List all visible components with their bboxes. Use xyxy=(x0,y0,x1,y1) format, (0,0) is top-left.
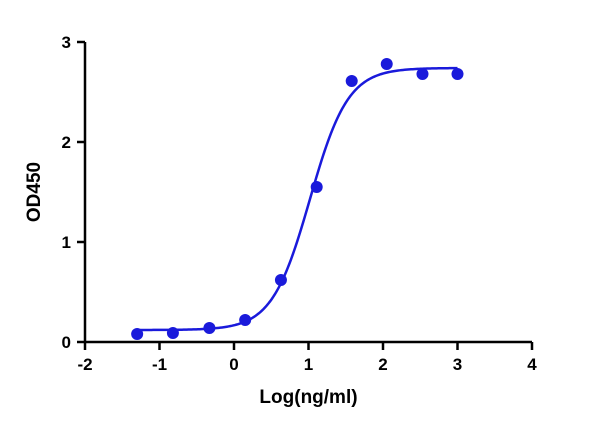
data-point xyxy=(310,181,323,193)
x-tick-label: -1 xyxy=(152,355,167,374)
x-tick-label: 2 xyxy=(378,355,387,374)
ticks: -2 -1 0 1 2 3 4 0 1 2 3 xyxy=(62,33,538,374)
data-points xyxy=(131,58,464,340)
x-tick-label: 1 xyxy=(304,355,313,374)
y-tick-label: 1 xyxy=(62,233,71,252)
y-axis-title: OD450 xyxy=(24,162,45,222)
data-point xyxy=(416,68,429,80)
y-tick-label: 3 xyxy=(62,33,71,52)
data-point xyxy=(131,328,144,340)
fit-curve-layer xyxy=(137,66,458,332)
y-tick-label: 2 xyxy=(62,133,71,152)
data-point xyxy=(380,58,393,70)
data-point xyxy=(166,327,179,339)
x-tick-label: -2 xyxy=(77,355,92,374)
x-tick-label: 3 xyxy=(453,355,462,374)
data-point xyxy=(274,274,287,286)
x-tick-label: 4 xyxy=(527,355,537,374)
data-point xyxy=(203,322,216,334)
y-tick-label: 0 xyxy=(62,333,71,352)
axes xyxy=(83,42,532,344)
data-point xyxy=(451,68,464,80)
data-point xyxy=(239,314,252,326)
fit-curve xyxy=(137,66,458,332)
x-axis-title: Log(ng/ml) xyxy=(259,387,357,408)
data-point xyxy=(345,75,358,87)
x-tick-label: 0 xyxy=(229,355,238,374)
